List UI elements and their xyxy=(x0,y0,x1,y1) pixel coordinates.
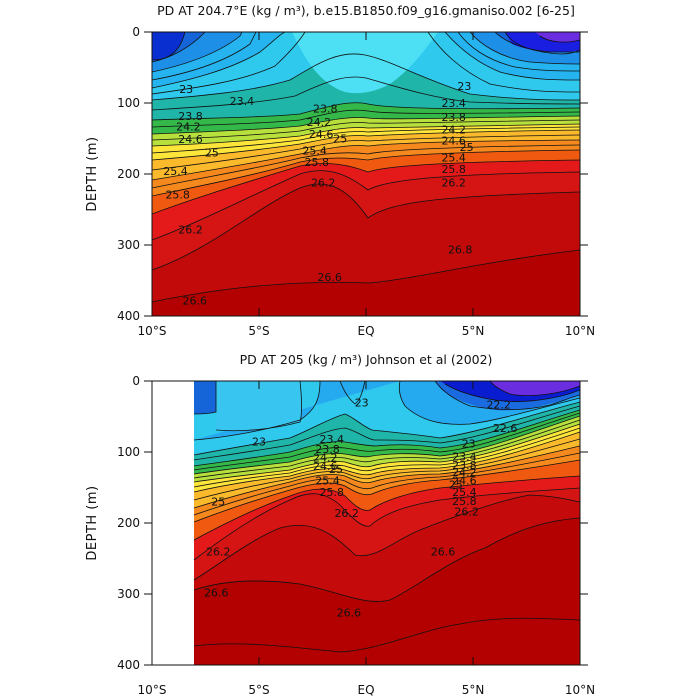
top-x-tick-label: 10°N xyxy=(565,324,595,338)
top-x-tick-label: 10°S xyxy=(138,324,167,338)
top-contour-label: 25.8 xyxy=(441,163,466,176)
top-contour-label: 23.4 xyxy=(441,97,466,110)
bottom-contour-label: 26.6 xyxy=(337,607,362,620)
top-contour-label: 24.6 xyxy=(309,128,334,141)
bottom-contour-label: 24.6 xyxy=(452,474,477,487)
bottom-y-axis-label: DEPTH (m) xyxy=(85,485,100,560)
bottom-band-cyan-left xyxy=(216,381,302,431)
top-contour-label: 25.8 xyxy=(165,189,190,202)
top-contour-label: 24.6 xyxy=(178,133,203,146)
bottom-contour-label: 23.4 xyxy=(320,433,345,446)
top-contour-label: 25 xyxy=(333,133,347,146)
bottom-contour-label: 25.4 xyxy=(315,474,340,487)
bottom-y-axis: 0 100 200 300 400 DEPTH (m) xyxy=(85,374,588,672)
top-contour-label: 23.8 xyxy=(178,110,203,123)
top-contour-label: 23.8 xyxy=(313,103,338,116)
top-contour-label: 24.2 xyxy=(307,116,332,129)
top-y-tick-label: 300 xyxy=(117,238,140,252)
bottom-contour-label: 26.2 xyxy=(206,545,231,558)
top-contour-label: 23.4 xyxy=(230,95,255,108)
bottom-contour-label: 25 xyxy=(211,496,225,509)
bottom-band-21-8 xyxy=(490,381,580,396)
top-contour-label: 26.6 xyxy=(317,271,342,284)
bottom-x-tick-label: EQ xyxy=(357,683,374,697)
bottom-contour-label: 23.8 xyxy=(315,443,340,456)
top-x-tick-label: 5°S xyxy=(248,324,269,338)
top-panel-title: PD AT 204.7°E (kg / m³), b.e15.B1850.f09… xyxy=(157,3,575,18)
bottom-contour-label: 25.8 xyxy=(452,495,477,508)
top-contour-label: 25 xyxy=(460,141,474,154)
top-band-23-0 xyxy=(152,32,580,88)
top-contour-label: 25.4 xyxy=(302,145,327,158)
bottom-contour-label: 25 xyxy=(329,463,343,476)
top-y-tick-label: 400 xyxy=(117,309,140,323)
top-contour-label: 26.2 xyxy=(178,223,203,236)
bottom-contour-label: 24.2 xyxy=(452,466,477,479)
top-x-axis: 10°S 5°S EQ 5°N 10°N xyxy=(138,32,595,338)
bottom-contour-label: 23.8 xyxy=(452,459,477,472)
bottom-contour-label: 24.2 xyxy=(313,452,338,465)
top-contour-label: 26.8 xyxy=(448,243,473,256)
top-contour-label: 26.6 xyxy=(183,294,208,307)
bottom-contour-label: 26.2 xyxy=(334,507,359,520)
top-contour-label: 24.2 xyxy=(441,123,466,136)
top-y-tick-label: 200 xyxy=(117,167,140,181)
bottom-panel: PD AT 205 (kg / m³) Johnson et al (2002) xyxy=(85,352,595,697)
top-contour-lines xyxy=(152,32,580,303)
top-band-cyan-core xyxy=(292,32,438,94)
bottom-contour-label: 25.4 xyxy=(452,486,477,499)
bottom-y-tick-label: 100 xyxy=(117,445,140,459)
top-y-axis: 0 100 200 300 400 DEPTH (m) xyxy=(85,25,588,323)
bottom-contour-label: 23 xyxy=(252,435,266,448)
top-band-21-8 xyxy=(535,32,580,43)
bottom-contour-label: 26.6 xyxy=(204,587,229,600)
top-contour-label: 23.8 xyxy=(441,111,466,124)
top-x-tick-label: EQ xyxy=(357,324,374,338)
bottom-contour-label: 26.6 xyxy=(431,545,456,558)
top-y-tick-label: 0 xyxy=(132,25,140,39)
top-contour-fill xyxy=(152,32,580,316)
bottom-x-tick-label: 5°S xyxy=(248,683,269,697)
bottom-y-tick-label: 0 xyxy=(132,374,140,388)
bottom-contour-label: 25.8 xyxy=(320,486,345,499)
bottom-y-tick-label: 400 xyxy=(117,658,140,672)
top-contour-label: 25.8 xyxy=(305,156,330,169)
bottom-x-tick-label: 10°S xyxy=(138,683,167,697)
top-band-22-0-left xyxy=(152,32,185,60)
top-contour-label: 25 xyxy=(205,147,219,160)
bottom-contour-label: 23.4 xyxy=(452,450,477,463)
top-y-axis-label: DEPTH (m) xyxy=(85,136,100,211)
bottom-contour-label: 22.2 xyxy=(486,398,511,411)
bottom-panel-title: PD AT 205 (kg / m³) Johnson et al (2002) xyxy=(240,352,493,367)
top-contour-labels: 2323.423.824.224.62525.425.826.226.623.8… xyxy=(163,80,473,307)
bottom-contour-labels: 232526.226.62323.423.824.224.62525.425.8… xyxy=(204,396,517,619)
bottom-contour-label: 26.2 xyxy=(454,506,479,519)
bottom-contour-label: 24.6 xyxy=(313,460,338,473)
bottom-y-tick-label: 300 xyxy=(117,587,140,601)
top-contour-label: 23 xyxy=(179,83,193,96)
bottom-y-tick-label: 200 xyxy=(117,516,140,530)
top-contour-label: 26.2 xyxy=(441,177,466,190)
bottom-contour-lines xyxy=(193,381,580,653)
bottom-contour-label: 22.6 xyxy=(493,422,518,435)
bottom-contour-fill xyxy=(193,381,580,665)
top-contour-label: 23 xyxy=(457,80,471,93)
bottom-x-tick-label: 5°N xyxy=(462,683,485,697)
bottom-contour-label: 23 xyxy=(355,396,369,409)
top-contour-label: 25.4 xyxy=(163,165,188,178)
top-contour-label: 24.2 xyxy=(176,120,201,133)
top-contour-label: 25.4 xyxy=(441,152,466,165)
bottom-x-axis: 10°S 5°S EQ 5°N 10°N xyxy=(138,381,595,697)
top-contour-label: 24.6 xyxy=(441,135,466,148)
bottom-band-22-4-left xyxy=(194,381,216,414)
top-y-tick-label: 100 xyxy=(117,96,140,110)
top-x-tick-label: 5°N xyxy=(462,324,485,338)
bottom-contour-label: 23 xyxy=(462,438,476,451)
top-contour-label: 26.2 xyxy=(311,177,336,190)
bottom-x-tick-label: 10°N xyxy=(565,683,595,697)
top-panel: PD AT 204.7°E (kg / m³), b.e15.B1850.f09… xyxy=(85,3,595,338)
bottom-contour-label: 25 xyxy=(449,479,463,492)
